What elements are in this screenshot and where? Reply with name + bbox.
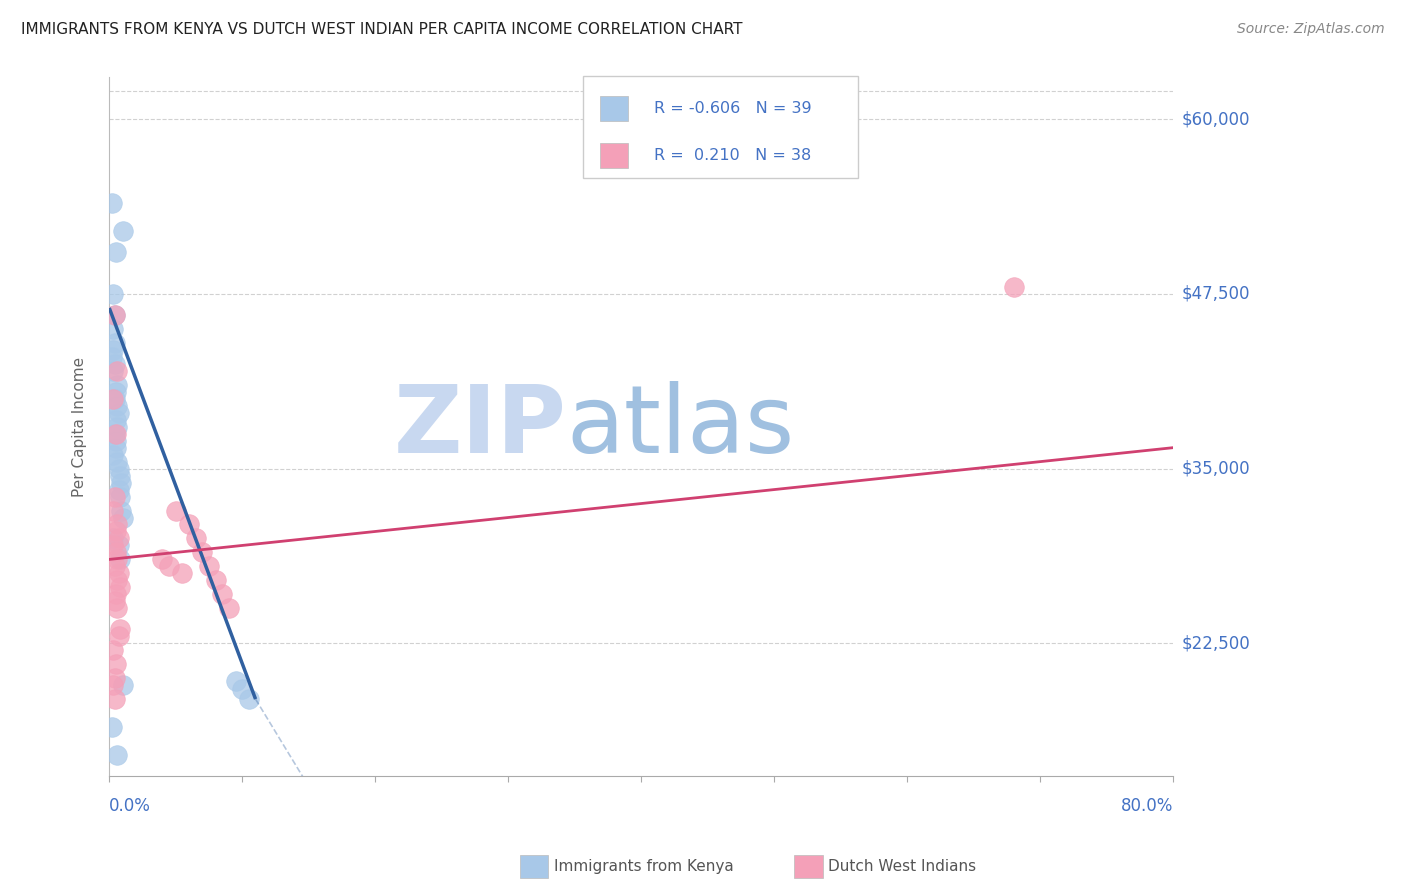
Point xyxy=(111,678,134,692)
Text: $35,000: $35,000 xyxy=(1181,459,1250,477)
Point xyxy=(107,532,129,546)
Point xyxy=(198,559,221,574)
Point xyxy=(104,657,127,672)
Text: ZIP: ZIP xyxy=(394,381,567,473)
Point xyxy=(104,245,127,260)
Point xyxy=(103,426,125,441)
Point xyxy=(157,559,180,574)
Point xyxy=(101,196,124,211)
Text: 0.0%: 0.0% xyxy=(110,797,150,815)
Point xyxy=(103,503,125,517)
Point xyxy=(103,678,125,692)
Point xyxy=(103,343,125,357)
Point xyxy=(108,580,131,594)
Point xyxy=(104,441,127,455)
Text: R = -0.606   N = 39: R = -0.606 N = 39 xyxy=(654,101,811,116)
Text: Per Capita Income: Per Capita Income xyxy=(72,357,87,497)
Point xyxy=(165,503,187,517)
Text: $22,500: $22,500 xyxy=(1181,634,1250,652)
Point xyxy=(103,308,125,322)
Point xyxy=(105,399,128,413)
Point xyxy=(225,673,247,688)
Point xyxy=(104,426,127,441)
Point xyxy=(104,413,127,427)
Point xyxy=(105,552,128,566)
Point xyxy=(103,322,125,336)
Point xyxy=(107,629,129,643)
Text: 80.0%: 80.0% xyxy=(1121,797,1174,815)
Text: R =  0.210   N = 38: R = 0.210 N = 38 xyxy=(654,148,811,163)
Point xyxy=(231,682,253,697)
Point xyxy=(101,350,124,364)
Point xyxy=(105,574,128,588)
Point xyxy=(110,475,132,490)
Point xyxy=(211,587,233,601)
Point xyxy=(103,392,125,406)
Point xyxy=(105,364,128,378)
Point xyxy=(104,587,127,601)
Point xyxy=(172,566,194,581)
Point xyxy=(104,545,127,559)
Point xyxy=(177,517,200,532)
Point xyxy=(103,308,125,322)
Point xyxy=(103,692,125,706)
Point xyxy=(238,692,260,706)
Point xyxy=(108,622,131,636)
Point xyxy=(103,448,125,462)
Text: atlas: atlas xyxy=(567,381,794,473)
Point xyxy=(152,552,174,566)
Point xyxy=(103,532,125,546)
Point xyxy=(218,601,240,615)
Point xyxy=(103,559,125,574)
Point xyxy=(107,483,129,497)
Point xyxy=(105,419,128,434)
Point xyxy=(104,524,127,539)
Text: Source: ZipAtlas.com: Source: ZipAtlas.com xyxy=(1237,22,1385,37)
Point xyxy=(103,594,125,608)
Point xyxy=(105,377,128,392)
Point xyxy=(105,747,128,762)
Point xyxy=(104,434,127,448)
Point xyxy=(108,490,131,504)
Point xyxy=(107,461,129,475)
Point xyxy=(105,455,128,469)
Text: $47,500: $47,500 xyxy=(1181,285,1250,303)
Text: Immigrants from Kenya: Immigrants from Kenya xyxy=(554,859,734,873)
Point xyxy=(103,643,125,657)
Text: $60,000: $60,000 xyxy=(1181,111,1250,128)
Point xyxy=(105,517,128,532)
Point xyxy=(103,364,125,378)
Point xyxy=(105,601,128,615)
Text: IMMIGRANTS FROM KENYA VS DUTCH WEST INDIAN PER CAPITA INCOME CORRELATION CHART: IMMIGRANTS FROM KENYA VS DUTCH WEST INDI… xyxy=(21,22,742,37)
Point xyxy=(103,490,125,504)
Point xyxy=(204,574,226,588)
Point xyxy=(103,335,125,350)
Point xyxy=(184,532,207,546)
Point xyxy=(111,224,134,238)
Point xyxy=(103,538,125,552)
Point xyxy=(108,468,131,483)
Point xyxy=(107,566,129,581)
Point xyxy=(111,510,134,524)
Point xyxy=(107,406,129,420)
Text: Dutch West Indians: Dutch West Indians xyxy=(828,859,976,873)
Point xyxy=(107,538,129,552)
Point xyxy=(103,392,125,406)
Point xyxy=(103,671,125,685)
Point xyxy=(103,357,125,371)
Point xyxy=(104,384,127,399)
Point xyxy=(103,287,125,301)
Point xyxy=(191,545,214,559)
Point xyxy=(1002,280,1025,294)
Point xyxy=(101,720,124,734)
Point xyxy=(108,552,131,566)
Point xyxy=(110,503,132,517)
